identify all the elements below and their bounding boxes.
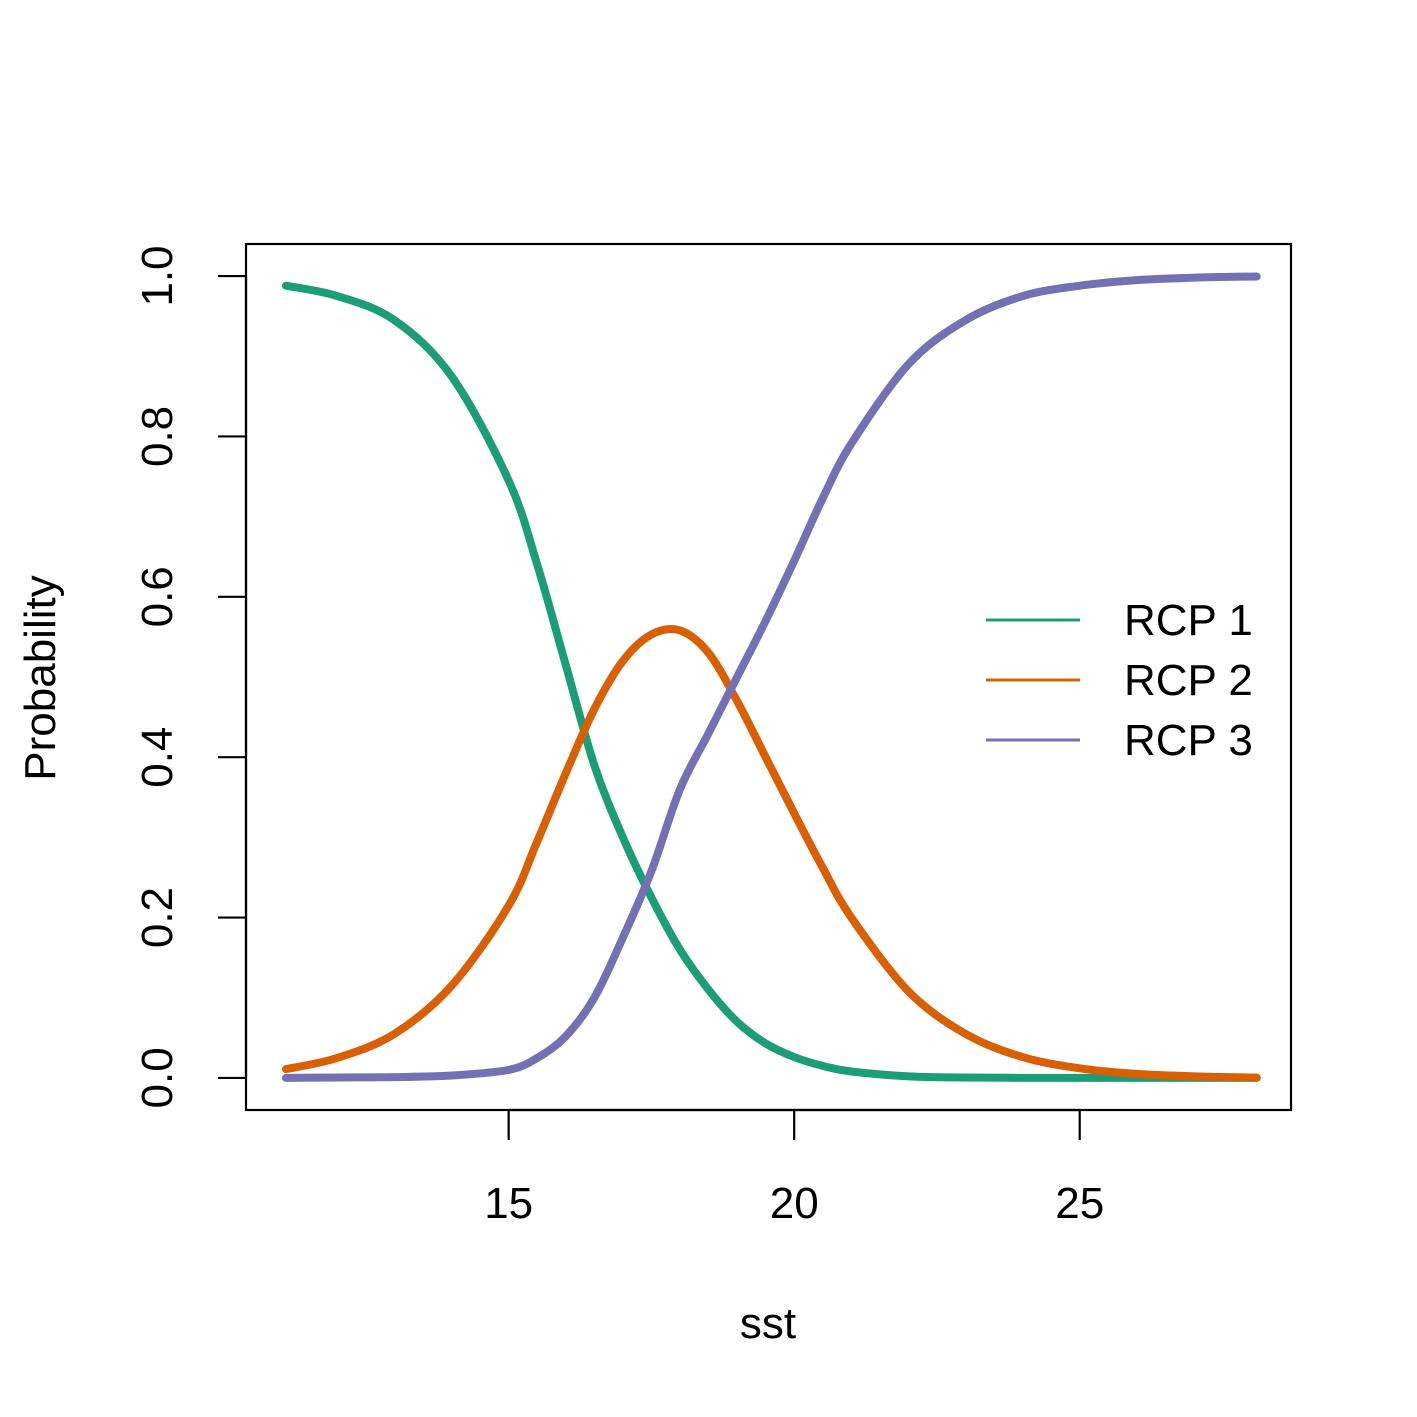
y-tick-label: 0.0	[133, 1047, 182, 1108]
y-tick-label: 1.0	[133, 245, 182, 306]
series-line-rcp-3	[281, 272, 1261, 1082]
x-tick-label: 15	[484, 1179, 533, 1228]
legend: RCP 1 RCP 2 RCP 3	[986, 596, 1253, 765]
x-axis-label: sst	[740, 1299, 796, 1348]
y-tick-label: 0.6	[133, 566, 182, 627]
legend-label-rcp-1: RCP 1	[1124, 596, 1253, 645]
x-tick-label: 20	[770, 1179, 819, 1228]
legend-label-rcp-2: RCP 2	[1124, 656, 1253, 705]
y-axis: 0.0 0.2 0.4 0.6 0.8 1.0	[133, 245, 248, 1109]
series-line-rcp-2	[281, 625, 1261, 1082]
series-line-rcp-1	[281, 281, 1261, 1082]
y-tick-label: 0.4	[133, 727, 182, 788]
series-layer	[281, 272, 1261, 1082]
x-tick-label: 25	[1055, 1179, 1104, 1228]
x-axis: 15 20 25	[484, 1108, 1104, 1228]
legend-label-rcp-3: RCP 3	[1124, 716, 1253, 765]
y-axis-label: Probability	[16, 575, 65, 780]
y-tick-label: 0.2	[133, 887, 182, 948]
y-tick-label: 0.8	[133, 406, 182, 467]
